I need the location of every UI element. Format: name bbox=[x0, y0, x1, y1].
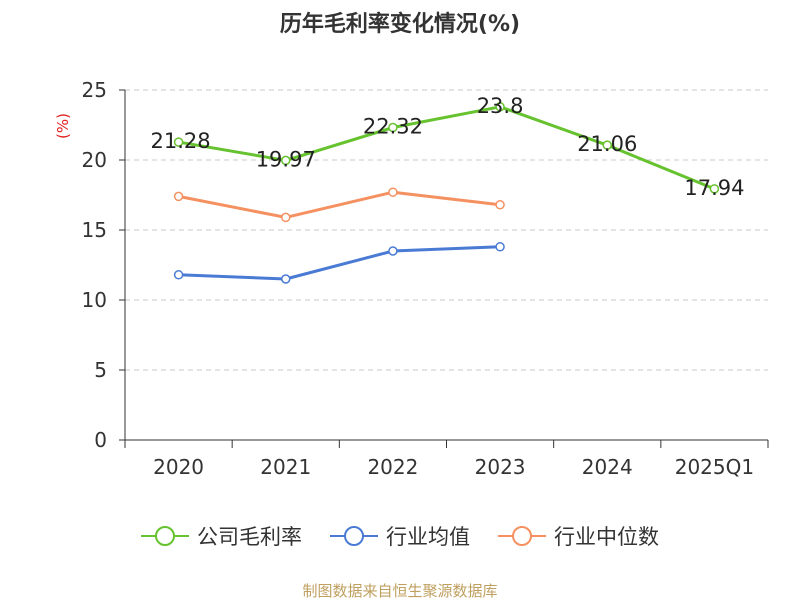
data-point bbox=[388, 122, 398, 133]
x-tick-label: 2020 bbox=[153, 455, 204, 479]
data-point bbox=[173, 270, 184, 280]
series-line-1 bbox=[178, 245, 501, 281]
data-point bbox=[281, 274, 291, 284]
legend-label: 公司毛利率 bbox=[197, 525, 302, 549]
data-label: 21.06 bbox=[577, 132, 637, 156]
data-point bbox=[173, 137, 184, 147]
x-tick-label: 2024 bbox=[582, 455, 633, 479]
data-point bbox=[495, 200, 505, 210]
x-tick-label: 2025Q1 bbox=[675, 455, 754, 479]
data-label: 19.97 bbox=[256, 147, 316, 171]
x-tick-label: 2023 bbox=[475, 455, 526, 479]
series-line-2 bbox=[178, 190, 501, 219]
data-label: 23.8 bbox=[477, 94, 524, 118]
chart-title: 历年毛利率变化情况(%) bbox=[279, 12, 521, 37]
legend-item[interactable]: 行业中位数 bbox=[498, 521, 659, 551]
y-axis-label: (%) bbox=[54, 113, 72, 139]
legend-item[interactable]: 公司毛利率 bbox=[141, 521, 302, 551]
data-point bbox=[495, 102, 505, 112]
legend-item[interactable]: 行业均值 bbox=[330, 521, 470, 551]
data-point bbox=[281, 212, 291, 223]
x-tick-label: 2022 bbox=[367, 455, 418, 479]
data-point bbox=[173, 191, 184, 202]
y-tick-label: 25 bbox=[82, 78, 107, 102]
y-tick-label: 5 bbox=[94, 358, 107, 382]
data-label: 17.94 bbox=[684, 176, 744, 200]
data-label: 21.28 bbox=[151, 129, 211, 153]
data-point bbox=[495, 242, 505, 252]
y-tick-label: 20 bbox=[82, 148, 107, 172]
data-point bbox=[388, 246, 398, 256]
legend-swatch-icon bbox=[141, 526, 189, 546]
y-tick-label: 15 bbox=[82, 218, 107, 242]
x-tick-label: 2021 bbox=[260, 455, 311, 479]
data-source-note: 制图数据来自恒生聚源数据库 bbox=[302, 582, 498, 600]
legend-swatch-icon bbox=[330, 526, 378, 546]
chart-legend: 公司毛利率 行业均值 行业中位数 bbox=[0, 521, 800, 551]
data-point bbox=[281, 155, 291, 166]
legend-swatch-icon bbox=[498, 526, 546, 546]
data-point bbox=[388, 187, 398, 197]
legend-label: 行业均值 bbox=[386, 525, 470, 549]
y-tick-label: 10 bbox=[82, 288, 107, 312]
data-label: 22.32 bbox=[363, 115, 423, 139]
legend-label: 行业中位数 bbox=[554, 525, 659, 549]
data-point bbox=[602, 140, 612, 150]
series-line-0 bbox=[178, 105, 715, 191]
data-point bbox=[709, 184, 720, 194]
y-tick-label: 0 bbox=[94, 428, 107, 452]
